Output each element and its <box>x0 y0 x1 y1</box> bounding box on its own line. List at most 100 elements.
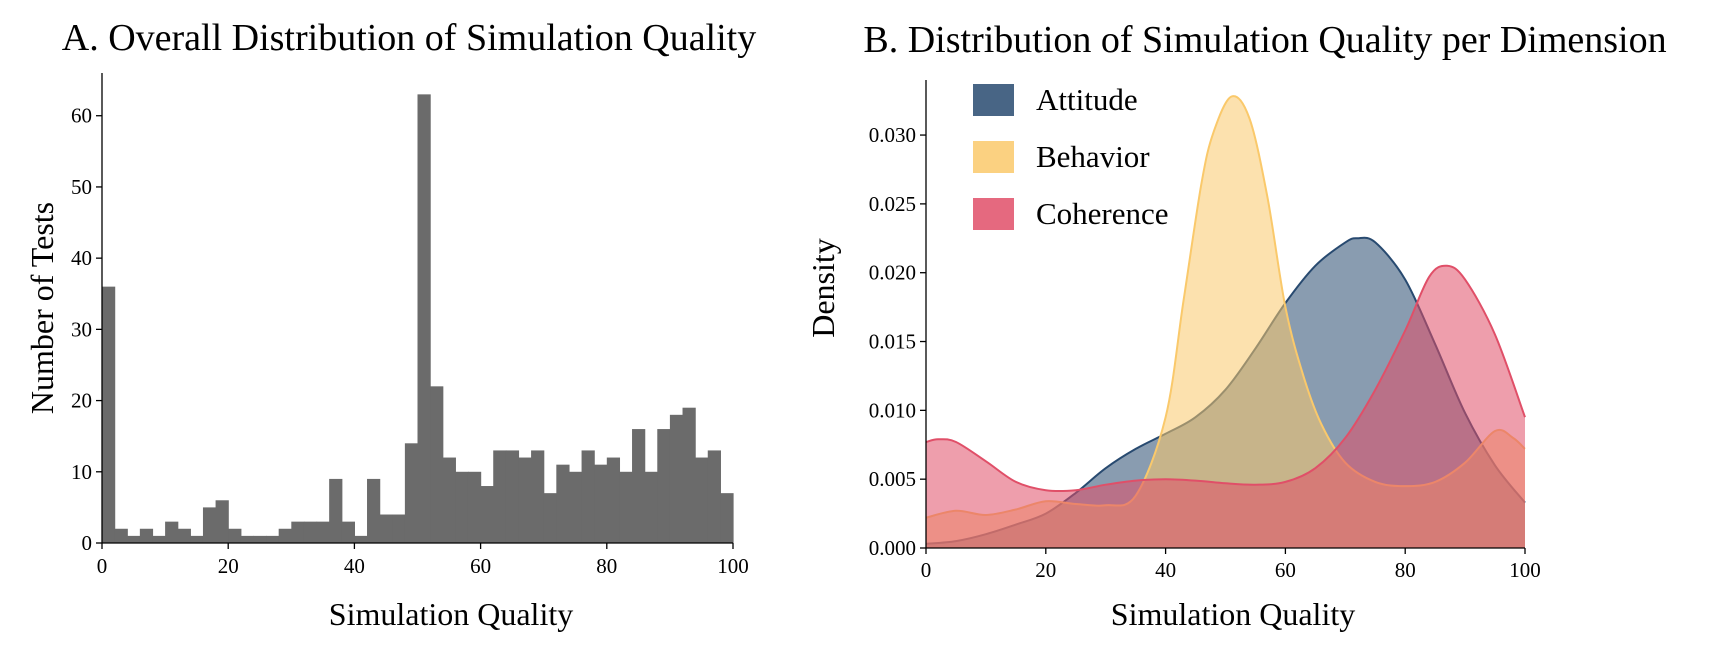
attitude-legend-label: Attitude <box>1036 82 1138 117</box>
histogram-bar <box>556 464 570 543</box>
coherence-legend-label: Coherence <box>1036 196 1169 231</box>
panel-a-histogram: A. Overall Distribution of Simulation Qu… <box>24 17 756 632</box>
histogram-bar <box>291 521 305 543</box>
x-tick-label: 40 <box>344 554 365 578</box>
histogram-bar <box>341 521 355 543</box>
histogram-bar <box>606 457 621 543</box>
histogram-bar <box>354 535 368 543</box>
histogram-bar <box>152 535 166 543</box>
histogram-bar <box>215 500 229 543</box>
panel-a-x-label: Simulation Quality <box>329 596 573 632</box>
x-tick-label: 60 <box>1275 558 1296 582</box>
histogram-bar <box>114 528 128 543</box>
x-tick-label: 0 <box>97 554 108 578</box>
panel-b-y-ticks: 0.000 0.005 0.010 0.015 0.020 0.025 0.030 <box>869 123 926 560</box>
histogram-bar <box>430 386 444 543</box>
y-tick-label: 50 <box>71 175 92 199</box>
histogram-bar <box>228 528 242 543</box>
panel-b-title: B. Distribution of Simulation Quality pe… <box>863 19 1666 61</box>
histogram-bar <box>165 521 179 543</box>
histogram-bar <box>442 457 456 543</box>
panel-a-bars <box>102 94 734 543</box>
histogram-bar <box>240 535 255 543</box>
histogram-bar <box>202 507 217 543</box>
panel-a-x-ticks: 0 20 40 60 80 100 <box>97 543 749 578</box>
histogram-bar <box>581 450 595 543</box>
histogram-bar <box>505 450 520 543</box>
histogram-bar <box>657 429 671 543</box>
panel-a-y-ticks: 0 10 20 30 40 50 60 <box>71 104 102 555</box>
histogram-bar <box>417 94 431 543</box>
y-tick-label: 0.000 <box>869 536 916 560</box>
panel-a-title: A. Overall Distribution of Simulation Qu… <box>62 17 756 59</box>
histogram-bar <box>619 471 633 543</box>
histogram-bar <box>278 528 292 543</box>
histogram-bar <box>493 450 507 543</box>
x-tick-label: 20 <box>1035 558 1056 582</box>
x-tick-label: 80 <box>1395 558 1416 582</box>
histogram-bar <box>329 478 343 543</box>
histogram-bar <box>253 535 267 543</box>
histogram-bar <box>139 528 154 543</box>
coherence-density-line <box>925 264 1526 493</box>
x-tick-label: 40 <box>1155 558 1176 582</box>
histogram-bar <box>518 457 532 543</box>
behavior-legend-label: Behavior <box>1036 139 1150 174</box>
y-tick-label: 0.015 <box>869 330 916 354</box>
x-tick-label: 20 <box>218 554 239 578</box>
histogram-bar <box>379 514 393 543</box>
histogram-bar <box>644 471 658 543</box>
y-tick-label: 30 <box>71 317 92 341</box>
histogram-bar <box>177 528 191 543</box>
panel-b-x-ticks: 0 20 40 60 80 100 <box>921 548 1541 582</box>
histogram-bar <box>632 429 646 543</box>
panel-b-x-label: Simulation Quality <box>1111 596 1355 632</box>
y-tick-label: 0.020 <box>869 261 916 285</box>
panel-b-density: B. Distribution of Simulation Quality pe… <box>805 19 1667 632</box>
histogram-bar <box>669 414 684 543</box>
x-tick-label: 100 <box>1509 558 1541 582</box>
histogram-bar <box>594 464 608 543</box>
histogram-bar <box>531 450 545 543</box>
histogram-bar <box>467 471 482 543</box>
y-tick-label: 20 <box>71 389 92 413</box>
histogram-bar <box>682 407 696 543</box>
x-tick-label: 60 <box>470 554 491 578</box>
x-tick-label: 80 <box>596 554 617 578</box>
panel-b-density-areas <box>925 95 1526 549</box>
histogram-bar <box>404 443 419 543</box>
histogram-bar <box>102 286 116 543</box>
histogram-bar <box>455 471 469 543</box>
histogram-bar <box>707 450 721 543</box>
histogram-bar <box>190 535 204 543</box>
histogram-bar <box>543 493 557 543</box>
y-tick-label: 10 <box>71 460 92 484</box>
histogram-bar <box>695 457 709 543</box>
x-tick-label: 100 <box>717 554 749 578</box>
panel-a-y-label: Number of Tests <box>24 202 60 414</box>
histogram-bar <box>720 493 734 543</box>
behavior-density-area <box>926 96 1525 549</box>
histogram-bar <box>127 535 141 543</box>
panel-b-legend: Attitude Behavior Coherence <box>973 82 1169 231</box>
histogram-bar <box>480 486 494 543</box>
histogram-bar <box>568 471 583 543</box>
y-tick-label: 60 <box>71 104 92 128</box>
y-tick-label: 0.030 <box>869 123 916 147</box>
y-tick-label: 40 <box>71 246 92 270</box>
histogram-bar <box>367 478 381 543</box>
histogram-bar <box>392 514 406 543</box>
y-tick-label: 0 <box>82 531 93 555</box>
behavior-legend-swatch <box>973 141 1014 173</box>
histogram-bar <box>266 535 280 543</box>
histogram-bar <box>316 521 330 543</box>
panel-b-y-label: Density <box>805 238 841 338</box>
x-tick-label: 0 <box>921 558 932 582</box>
coherence-legend-swatch <box>973 198 1014 230</box>
y-tick-label: 0.005 <box>869 467 916 491</box>
histogram-bar <box>303 521 318 543</box>
attitude-legend-swatch <box>973 84 1014 116</box>
y-tick-label: 0.025 <box>869 192 916 216</box>
y-tick-label: 0.010 <box>869 398 916 422</box>
